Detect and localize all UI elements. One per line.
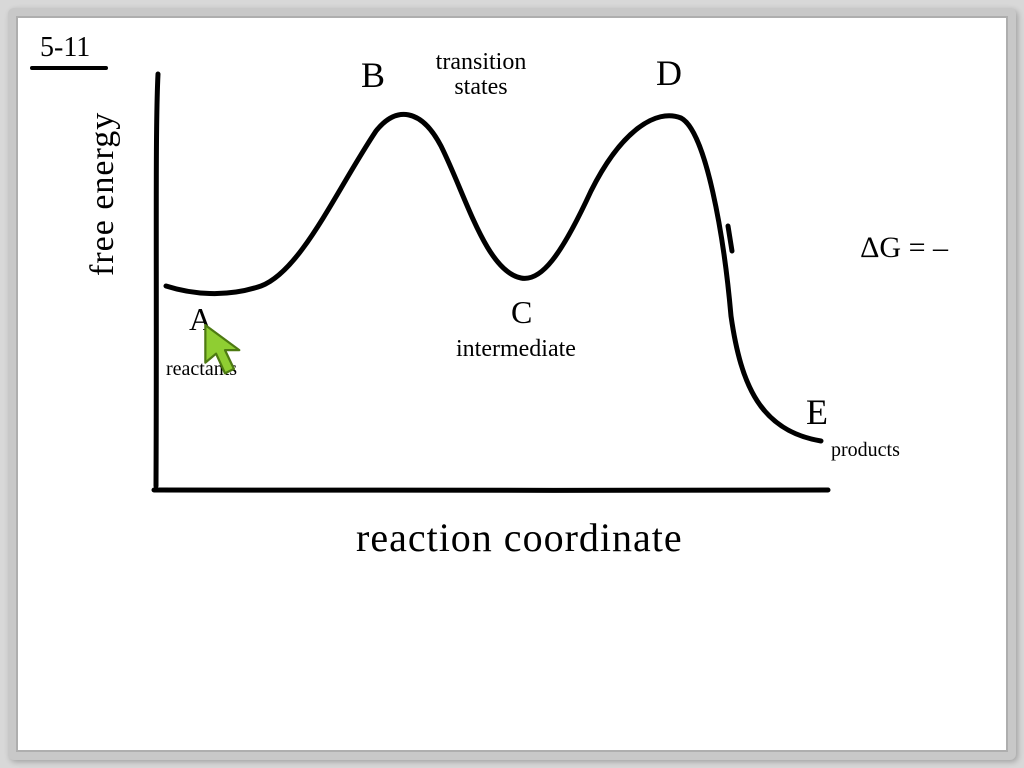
whiteboard-frame: 5-11 free energy reaction coordinate A r…	[8, 8, 1016, 760]
point-D-letter: D	[656, 52, 682, 94]
point-B-letter: B	[361, 54, 385, 96]
whiteboard-surface: 5-11 free energy reaction coordinate A r…	[16, 16, 1008, 752]
y-axis	[156, 74, 158, 486]
point-E-letter: E	[806, 391, 828, 433]
point-C-letter: C	[511, 294, 532, 331]
transition-states-label: transition states	[421, 50, 541, 100]
x-axis-label: reaction coordinate	[356, 514, 683, 561]
y-axis-label: free energy	[84, 112, 122, 276]
point-C-label: intermediate	[456, 336, 576, 363]
tick-mark	[728, 226, 732, 251]
cursor-icon	[200, 321, 250, 381]
delta-g-annotation: ΔG = –	[860, 231, 948, 265]
energy-curve	[166, 114, 821, 441]
point-E-label: products	[831, 439, 900, 462]
x-axis	[154, 489, 828, 490]
energy-diagram	[16, 16, 1016, 756]
